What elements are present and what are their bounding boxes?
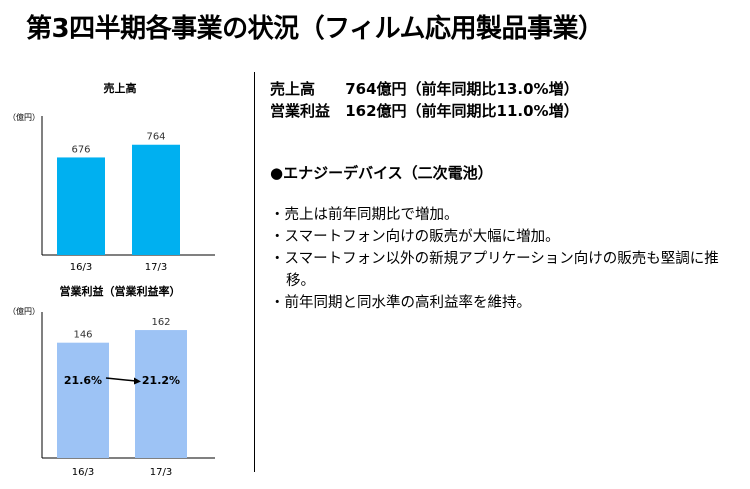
profit-bar-16-3 — [57, 342, 109, 458]
summary-sales: 売上高 764億円（前年同期比13.0%増） — [270, 78, 579, 100]
sales-unit-label: （億円） — [8, 112, 40, 122]
bullet-item: ・スマートフォン向けの販売が大幅に増加。 — [270, 229, 560, 245]
summary-profit-label: 営業利益 — [270, 102, 331, 120]
summary-sales-value: 764億円（前年同期比13.0%増） — [345, 80, 579, 98]
segment-heading: ●エナジーデバイス（二次電池） — [270, 164, 493, 182]
summary-block: 売上高 764億円（前年同期比13.0%増） 営業利益 162億円（前年同期比1… — [270, 78, 579, 122]
summary-profit: 営業利益 162億円（前年同期比11.0%増） — [270, 100, 579, 122]
summary-sales-label: 売上高 — [270, 80, 316, 98]
sales-tick-17-3: 17/3 — [145, 262, 167, 273]
bullet-list: ・売上は前年同期比で増加。 ・スマートフォン向けの販売が大幅に増加。 ・スマート… — [270, 204, 730, 314]
profit-chart: 営業利益（営業利益率） （億円） 146 162 21.6% 21.2% 16/… — [8, 284, 215, 478]
margin-trend-arrow — [105, 377, 137, 382]
profit-bar-17-3 — [135, 330, 187, 458]
profit-value-16-3: 146 — [73, 330, 92, 341]
summary-profit-value: 162億円（前年同期比11.0%増） — [345, 102, 579, 120]
profit-tick-16-3: 16/3 — [72, 467, 94, 478]
margin-label-17-3: 21.2% — [142, 374, 180, 387]
profit-unit-label: （億円） — [8, 306, 40, 316]
column-divider — [254, 72, 255, 472]
profit-chart-title: 営業利益（営業利益率） — [60, 284, 181, 298]
sales-value-17-3: 764 — [146, 132, 165, 143]
profit-tick-17-3: 17/3 — [150, 467, 172, 478]
bullet-item: ・売上は前年同期比で増加。 — [270, 207, 459, 223]
sales-bar-17-3 — [132, 144, 180, 255]
sales-bar-16-3 — [57, 157, 105, 255]
bullet-item: ・前年同期と同水準の高利益率を維持。 — [270, 295, 531, 311]
bullet-item: ・スマートフォン以外の新規アプリケーション向けの販売も堅調に推移。 — [270, 251, 719, 289]
sales-chart: 売上高 （億円） 676 764 16/3 17/3 — [8, 81, 215, 273]
profit-value-17-3: 162 — [151, 317, 170, 328]
margin-label-16-3: 21.6% — [64, 374, 102, 387]
sales-chart-title: 売上高 — [104, 81, 137, 95]
arrow-head-icon — [134, 377, 141, 385]
sales-tick-16-3: 16/3 — [70, 262, 92, 273]
page-title: 第3四半期各事業の状況（フィルム応用製品事業） — [26, 14, 604, 44]
sales-value-16-3: 676 — [71, 144, 90, 155]
